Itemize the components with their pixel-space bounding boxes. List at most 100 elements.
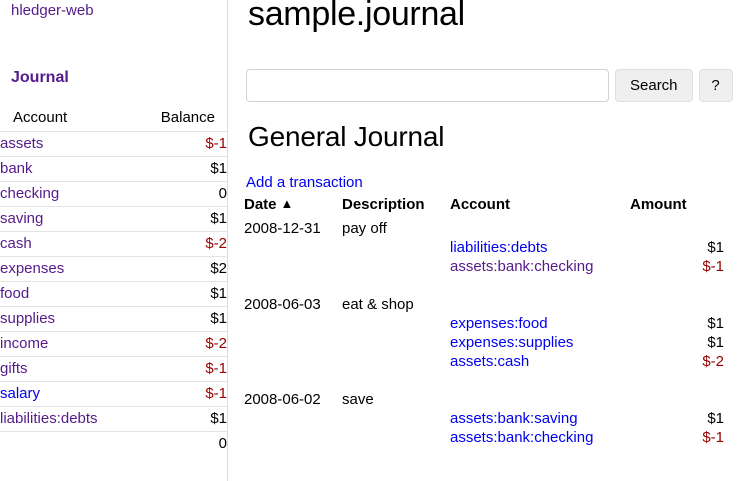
journal-table-body: 2008-12-31 pay off liabilities:debts $1 asse… [244,219,724,447]
spacer-cell [450,371,630,390]
spacer-cell [630,276,724,295]
spacer-cell [630,371,724,390]
account-link[interactable]: expenses [0,260,65,277]
transaction-account-empty [450,219,630,238]
transaction-spacer [244,371,724,390]
account-row: supplies $1 [0,306,227,332]
posting-row: expenses:supplies $1 [244,333,724,352]
transaction-amount-empty [630,295,724,314]
posting-row: assets:cash $-2 [244,352,724,371]
posting-description-empty [342,257,450,276]
search-form: Search ? [246,69,733,102]
account-row: saving $1 [0,206,227,232]
spacer-cell [244,371,342,390]
search-input[interactable] [246,69,609,102]
column-header-balance: Balance [135,106,227,132]
posting-description-empty [342,409,450,428]
transaction-date: 2008-06-02 [244,391,321,408]
account-link[interactable]: saving [0,210,44,227]
brand-link[interactable]: hledger-web [11,2,94,19]
posting-account-link[interactable]: liabilities:debts [450,239,548,256]
posting-account-link[interactable]: assets:bank:checking [450,258,594,275]
spacer-cell [342,276,450,295]
posting-date-empty [244,409,342,428]
posting-date-empty [244,428,342,447]
posting-account-cell: assets:bank:checking [450,428,630,447]
account-link[interactable]: gifts [0,360,28,377]
account-link[interactable]: cash [0,235,32,252]
account-link[interactable]: liabilities:debts [0,410,98,427]
section-title: General Journal [248,121,445,152]
account-balance-cell: $1 [135,281,227,307]
posting-row: assets:bank:saving $1 [244,409,724,428]
account-balance-cell: $-1 [135,381,227,407]
transaction-description: eat & shop [342,296,414,313]
posting-account-cell: assets:bank:saving [450,409,630,428]
account-link[interactable]: assets [0,135,44,152]
posting-account-cell: expenses:food [450,314,630,333]
account-link[interactable]: checking [0,185,60,202]
column-header-date[interactable]: Date ▲ [244,195,342,219]
posting-description-empty [342,238,450,257]
account-name-cell: assets [0,131,136,157]
account-row: gifts $-1 [0,356,227,382]
account-balance-cell: $-1 [135,131,227,157]
posting-amount-cell: $-1 [702,258,724,275]
spacer-cell [342,371,450,390]
account-link[interactable]: bank [0,160,33,177]
transaction-row: 2008-06-03 eat & shop [244,295,724,314]
account-row: expenses $2 [0,256,227,282]
posting-row: assets:bank:checking $-1 [244,428,724,447]
posting-description-empty [342,428,450,447]
transaction-date: 2008-06-03 [244,296,321,313]
account-row: bank $1 [0,156,227,182]
posting-description-empty [342,333,450,352]
posting-row: liabilities:debts $1 [244,238,724,257]
account-row: checking 0 [0,181,227,207]
account-row: food $1 [0,281,227,307]
posting-account-link[interactable]: assets:bank:checking [450,429,594,446]
posting-account-link[interactable]: assets:cash [450,353,530,370]
help-button[interactable]: ? [698,69,733,102]
account-link[interactable]: income [0,335,49,352]
column-header-account: Account [0,106,136,132]
search-button[interactable]: Search [615,69,693,102]
account-balance-cell: $1 [135,206,227,232]
account-name-cell: cash [0,231,136,257]
posting-account-link[interactable]: expenses:supplies [450,334,574,351]
column-header-amount: Amount [630,196,687,213]
account-balance-cell: 0 [135,181,227,207]
posting-date-empty [244,314,342,333]
journal-table-head: Date ▲ Description Account Amount [244,195,724,219]
posting-amount-cell: $-2 [702,353,724,370]
posting-amount-cell: $1 [707,239,724,256]
transaction-date: 2008-12-31 [244,220,321,237]
transaction-spacer [244,276,724,295]
posting-amount-cell: $1 [707,410,724,427]
transaction-amount-empty [630,390,724,409]
posting-date-empty [244,257,342,276]
account-row: assets $-1 [0,131,227,157]
add-transaction-link[interactable]: Add a transaction [246,174,363,191]
posting-date-empty [244,352,342,371]
posting-amount-cell: $1 [707,315,724,332]
account-balance-cell: $1 [135,156,227,182]
column-header-date-label: Date [244,196,277,213]
spacer-cell [450,276,630,295]
posting-account-link[interactable]: assets:bank:saving [450,410,578,427]
sidebar-heading-journal[interactable]: Journal [11,69,69,86]
account-link[interactable]: supplies [0,310,56,327]
account-name-cell: checking [0,181,136,207]
sidebar: hledger-web Journal Account Balance asse… [0,0,228,481]
posting-account-cell: liabilities:debts [450,238,630,257]
account-link[interactable]: food [0,285,30,302]
account-link[interactable]: salary [0,385,41,402]
posting-account-link[interactable]: expenses:food [450,315,548,332]
account-name-cell: food [0,281,136,307]
posting-row: assets:bank:checking $-1 [244,257,724,276]
accounts-total-balance: 0 [135,431,227,456]
account-row: income $-2 [0,331,227,357]
posting-date-empty [244,333,342,352]
transaction-row: 2008-06-02 save [244,390,724,409]
